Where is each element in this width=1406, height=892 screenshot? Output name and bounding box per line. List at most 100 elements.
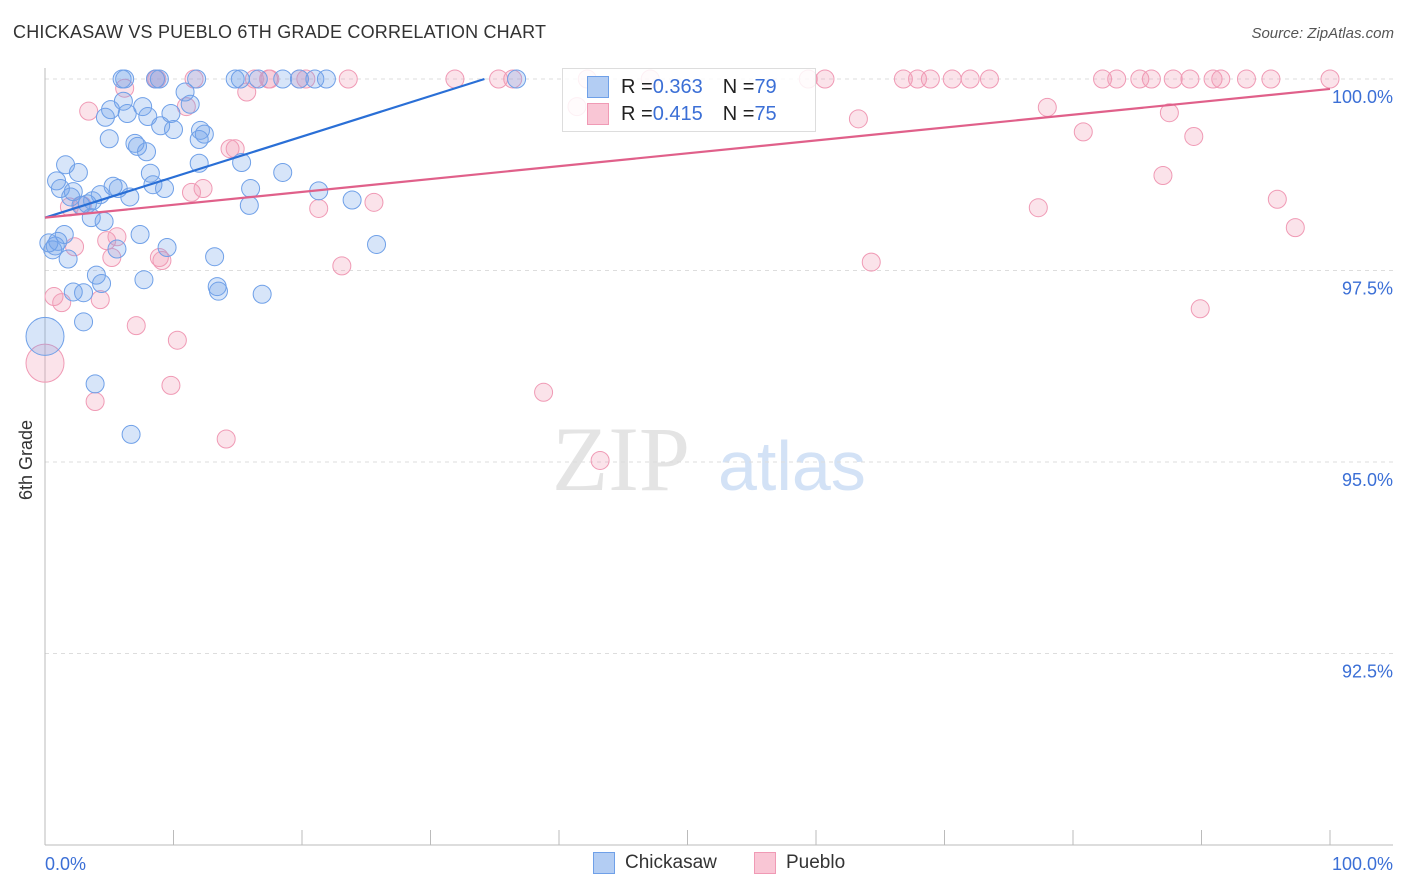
pueblo-point <box>181 182 201 202</box>
chickasaw-point <box>342 190 362 210</box>
chickasaw-point <box>74 312 94 332</box>
pueblo-point <box>1130 69 1150 89</box>
chickasaw-point <box>252 284 272 304</box>
n-value: 79 <box>754 75 777 98</box>
chart-source: Source: ZipAtlas.com <box>1251 25 1394 42</box>
chickasaw-point <box>99 129 119 149</box>
r-value: 0.415 <box>652 102 703 125</box>
pueblo-point <box>893 69 913 89</box>
chickasaw-point <box>25 316 65 356</box>
pueblo-point <box>1107 69 1127 89</box>
pueblo-point <box>167 330 187 350</box>
pueblo-point <box>942 69 962 89</box>
pueblo-point <box>220 139 240 159</box>
chickasaw-point <box>194 124 214 144</box>
chickasaw-point <box>241 179 261 199</box>
r-label: R = <box>621 75 653 98</box>
pueblo-point <box>1285 218 1305 238</box>
pueblo-point <box>1159 103 1179 123</box>
pueblo-point <box>1184 126 1204 146</box>
n-label: N = <box>722 75 755 98</box>
chickasaw-point <box>175 82 195 102</box>
chickasaw-point <box>367 234 387 254</box>
pueblo-point <box>815 69 835 89</box>
chickasaw-point <box>94 211 114 231</box>
pueblo-swatch <box>754 852 776 874</box>
chickasaw-point <box>134 270 154 290</box>
legend-label: Chickasaw <box>625 852 717 873</box>
chickasaw-point <box>187 69 207 89</box>
chart-title: CHICKASAW VS PUEBLO 6TH GRADE CORRELATIO… <box>13 22 547 42</box>
chickasaw-point <box>74 283 94 303</box>
pueblo-point <box>1190 299 1210 319</box>
chickasaw-trend-line <box>44 77 485 219</box>
y-tick-label: 95.0% <box>1342 470 1393 490</box>
pueblo-point <box>1211 69 1231 89</box>
bottom-legend-chickasaw: Chickasaw <box>593 852 717 874</box>
chickasaw-point <box>140 163 160 183</box>
chickasaw-point <box>121 424 141 444</box>
pueblo-point <box>309 198 329 218</box>
pueblo-point <box>25 343 65 383</box>
pueblo-point <box>1093 69 1113 89</box>
pueblo-point <box>126 316 146 336</box>
pueblo-point <box>1261 69 1281 89</box>
chickasaw-point <box>130 224 150 244</box>
chickasaw-point <box>305 69 325 89</box>
y-tick-label: 100.0% <box>1332 87 1393 107</box>
legend: R = 0.363 N = 79 R = 0.415 N = 75 <box>562 68 816 132</box>
legend-label: Pueblo <box>786 852 846 873</box>
pueblo-point <box>1037 97 1057 117</box>
chickasaw-point <box>151 116 171 136</box>
chickasaw-point <box>230 69 250 89</box>
pueblo-point <box>534 382 554 402</box>
y-tick-label: 92.5% <box>1342 662 1393 682</box>
chickasaw-point <box>164 120 183 140</box>
chickasaw-point <box>85 374 105 394</box>
pueblo-point <box>1320 69 1340 89</box>
pueblo-point <box>193 179 213 199</box>
chickasaw-point <box>138 107 158 127</box>
chickasaw-point <box>507 69 527 89</box>
pueblo-point <box>861 252 881 272</box>
pueblo-point <box>590 450 610 470</box>
pueblo-point <box>920 69 940 89</box>
bottom-legend-pueblo: Pueblo <box>754 852 845 874</box>
pueblo-point <box>1203 69 1223 89</box>
pueblo-swatch <box>587 103 609 125</box>
chickasaw-point <box>161 103 181 123</box>
watermark-zip: ZIP <box>552 408 690 510</box>
pueblo-point <box>85 391 105 411</box>
pueblo-point <box>1153 166 1173 186</box>
pueblo-point <box>216 429 236 449</box>
pueblo-point <box>1163 69 1183 89</box>
chickasaw-point <box>95 107 115 127</box>
r-label: R = <box>621 102 653 125</box>
chickasaw-point <box>92 274 112 294</box>
chickasaw-point <box>115 69 135 89</box>
chickasaw-point <box>239 195 259 215</box>
pueblo-point <box>979 69 999 89</box>
chickasaw-point <box>137 142 157 162</box>
chickasaw-point <box>289 69 309 89</box>
legend-row-pueblo: R = 0.415 N = 75 <box>587 102 777 126</box>
chickasaw-point <box>180 94 200 114</box>
chickasaw-point <box>208 281 228 301</box>
pueblo-point <box>848 109 868 129</box>
x-tick-label: 100.0% <box>1332 854 1393 874</box>
chickasaw-swatch <box>593 852 615 874</box>
chickasaw-point <box>58 249 78 269</box>
chickasaw-point <box>45 236 65 256</box>
pueblo-point <box>149 247 169 267</box>
chickasaw-point <box>205 247 225 267</box>
pueblo-point <box>1180 69 1200 89</box>
x-tick-label: 0.0% <box>45 854 86 874</box>
chickasaw-point <box>63 282 83 302</box>
pueblo-point <box>1236 69 1256 89</box>
pueblo-point <box>1073 122 1093 142</box>
chickasaw-point <box>117 103 137 123</box>
chickasaw-point <box>273 162 293 182</box>
pueblo-point <box>79 101 99 121</box>
pueblo-point <box>44 287 64 307</box>
pueblo-point <box>90 290 110 310</box>
